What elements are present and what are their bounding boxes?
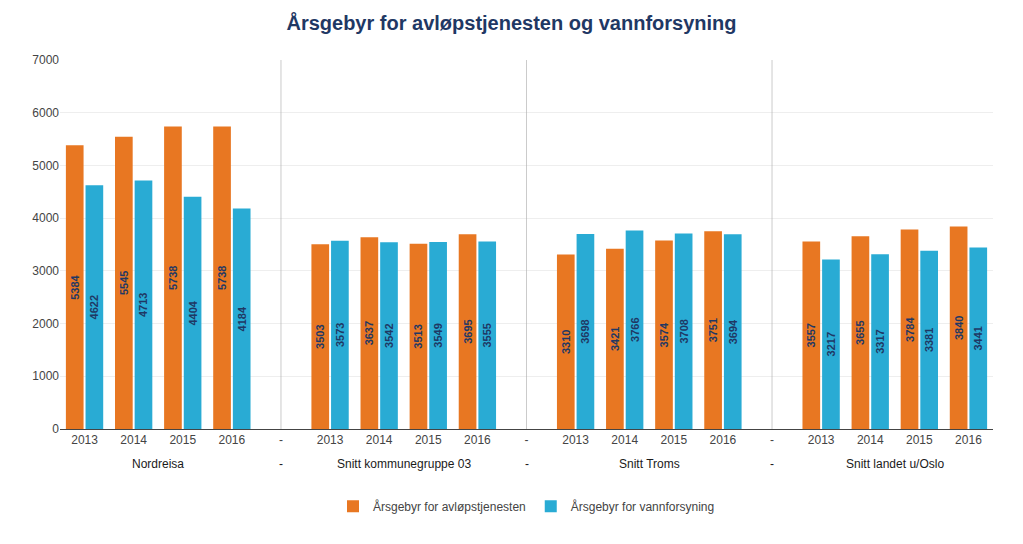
svg-text:3549: 3549 xyxy=(432,323,444,347)
svg-text:3557: 3557 xyxy=(805,323,817,347)
svg-text:3555: 3555 xyxy=(481,323,493,347)
svg-text:2013: 2013 xyxy=(808,433,835,447)
svg-text:Snitt landet u/Oslo: Snitt landet u/Oslo xyxy=(846,457,944,471)
svg-text:2015: 2015 xyxy=(906,433,933,447)
svg-text:3217: 3217 xyxy=(825,332,837,356)
svg-text:3317: 3317 xyxy=(874,329,886,353)
svg-text:Årsgebyr for avløpstjenesten: Årsgebyr for avløpstjenesten xyxy=(373,499,526,514)
svg-text:7000: 7000 xyxy=(32,53,59,67)
svg-text:-: - xyxy=(770,433,774,447)
svg-text:3751: 3751 xyxy=(707,318,719,342)
svg-text:3784: 3784 xyxy=(904,317,916,342)
svg-text:2013: 2013 xyxy=(317,433,344,447)
svg-text:-: - xyxy=(279,433,283,447)
svg-text:3694: 3694 xyxy=(727,319,739,344)
svg-text:2015: 2015 xyxy=(660,433,687,447)
svg-text:3310: 3310 xyxy=(560,330,572,354)
svg-text:-: - xyxy=(279,457,283,471)
svg-text:2015: 2015 xyxy=(169,433,196,447)
svg-text:6000: 6000 xyxy=(32,106,59,120)
svg-text:Årsgebyr for avløpstjenesten o: Årsgebyr for avløpstjenesten og vannfors… xyxy=(286,11,736,34)
svg-text:3513: 3513 xyxy=(412,324,424,348)
svg-text:2016: 2016 xyxy=(955,433,982,447)
svg-text:3766: 3766 xyxy=(629,317,641,341)
svg-text:2015: 2015 xyxy=(415,433,442,447)
svg-text:3000: 3000 xyxy=(32,264,59,278)
svg-text:3695: 3695 xyxy=(462,319,474,343)
svg-text:3637: 3637 xyxy=(363,321,375,345)
svg-text:2014: 2014 xyxy=(120,433,147,447)
svg-text:3542: 3542 xyxy=(383,323,395,347)
svg-text:5384: 5384 xyxy=(69,274,81,299)
svg-text:3655: 3655 xyxy=(854,320,866,344)
svg-text:2016: 2016 xyxy=(464,433,491,447)
svg-text:4000: 4000 xyxy=(32,211,59,225)
svg-text:Snitt kommunegruppe 03: Snitt kommunegruppe 03 xyxy=(337,457,471,471)
svg-text:Snitt Troms: Snitt Troms xyxy=(619,457,680,471)
svg-text:Nordreisa: Nordreisa xyxy=(132,457,184,471)
svg-text:2000: 2000 xyxy=(32,317,59,331)
svg-text:3574: 3574 xyxy=(658,322,670,347)
svg-text:2016: 2016 xyxy=(710,433,737,447)
svg-text:5738: 5738 xyxy=(216,266,228,290)
svg-text:2016: 2016 xyxy=(219,433,246,447)
svg-text:3441: 3441 xyxy=(972,326,984,350)
svg-text:3698: 3698 xyxy=(579,319,591,343)
svg-text:4622: 4622 xyxy=(88,295,100,319)
svg-text:3421: 3421 xyxy=(609,327,621,351)
svg-text:3840: 3840 xyxy=(953,316,965,340)
svg-text:2013: 2013 xyxy=(562,433,589,447)
svg-text:2014: 2014 xyxy=(611,433,638,447)
svg-text:5738: 5738 xyxy=(167,266,179,290)
svg-text:0: 0 xyxy=(52,422,59,436)
svg-text:4404: 4404 xyxy=(187,300,199,325)
svg-text:4713: 4713 xyxy=(137,293,149,317)
svg-text:5545: 5545 xyxy=(118,271,130,295)
svg-text:1000: 1000 xyxy=(32,369,59,383)
svg-text:2014: 2014 xyxy=(857,433,884,447)
svg-text:2014: 2014 xyxy=(366,433,393,447)
svg-text:3573: 3573 xyxy=(334,323,346,347)
svg-text:Årsgebyr for vannforsyning: Årsgebyr for vannforsyning xyxy=(571,499,714,514)
svg-text:-: - xyxy=(525,433,529,447)
svg-text:3381: 3381 xyxy=(923,328,935,352)
svg-text:3708: 3708 xyxy=(678,319,690,343)
svg-text:-: - xyxy=(770,457,774,471)
svg-text:-: - xyxy=(525,457,529,471)
svg-text:3503: 3503 xyxy=(314,324,326,348)
svg-text:5000: 5000 xyxy=(32,159,59,173)
svg-text:2013: 2013 xyxy=(71,433,98,447)
svg-text:4184: 4184 xyxy=(236,306,248,331)
